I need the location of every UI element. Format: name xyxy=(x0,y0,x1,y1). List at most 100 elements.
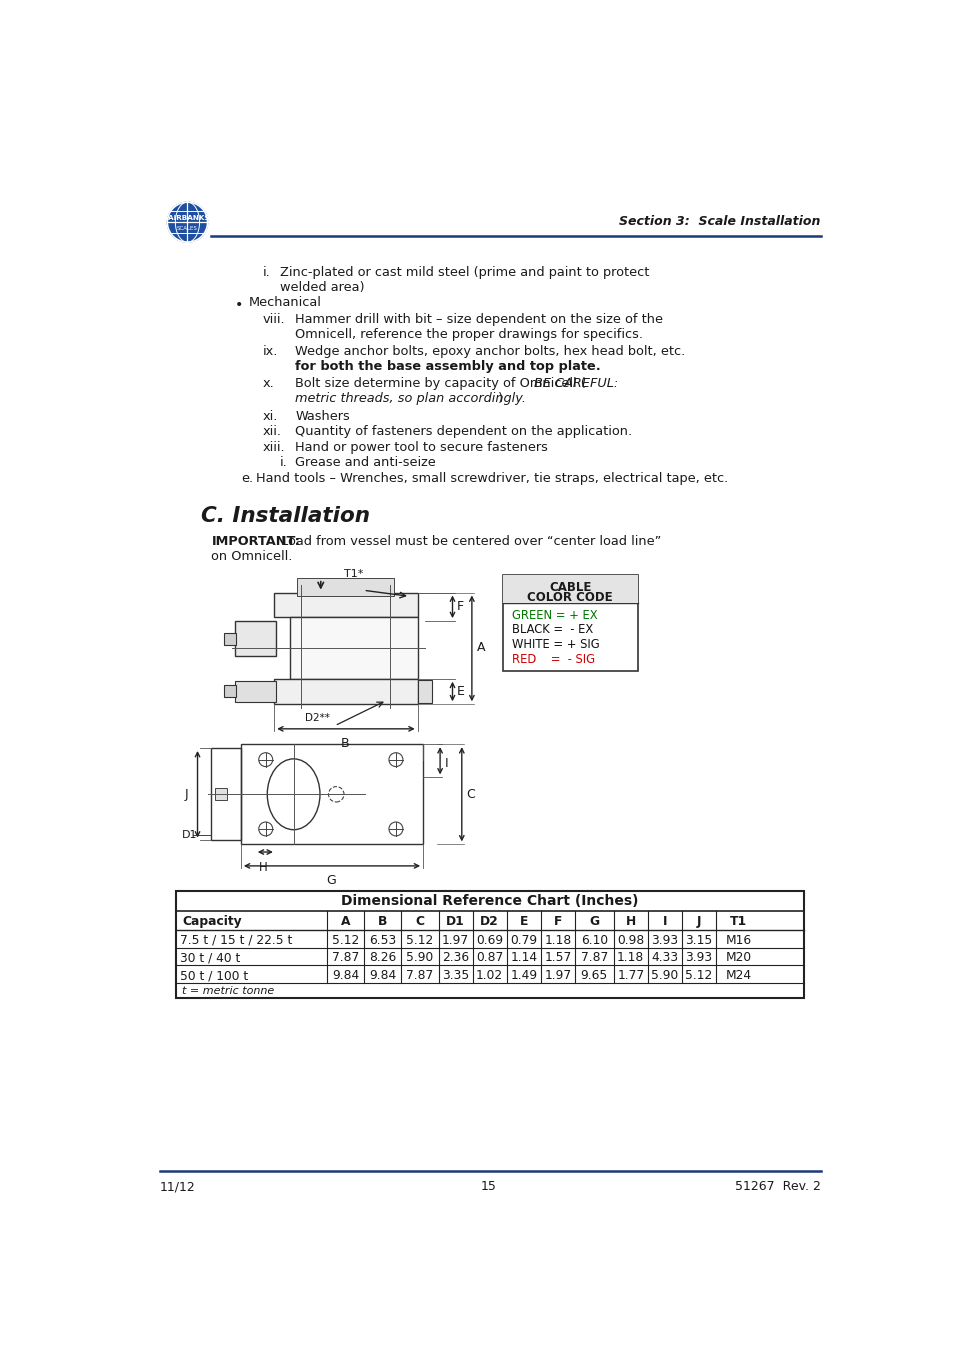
Text: 5.90: 5.90 xyxy=(406,951,433,965)
Text: xiii.: xiii. xyxy=(262,442,285,454)
Text: IMPORTANT:: IMPORTANT: xyxy=(212,535,300,547)
Text: viii.: viii. xyxy=(262,312,285,326)
Text: Section 3:  Scale Installation: Section 3: Scale Installation xyxy=(618,215,820,228)
Text: 7.87: 7.87 xyxy=(332,951,358,965)
Text: Zinc-plated or cast mild steel (prime and paint to protect: Zinc-plated or cast mild steel (prime an… xyxy=(279,266,648,280)
Bar xyxy=(235,681,275,703)
Text: H: H xyxy=(625,915,636,928)
Bar xyxy=(417,681,431,703)
Text: 1.77: 1.77 xyxy=(617,969,643,982)
Text: F: F xyxy=(456,600,464,613)
Text: 1.97: 1.97 xyxy=(441,934,469,947)
Bar xyxy=(274,678,417,704)
Text: i.: i. xyxy=(262,266,270,280)
Text: H: H xyxy=(259,862,268,874)
Text: 4.33: 4.33 xyxy=(651,951,678,965)
Text: A: A xyxy=(340,915,350,928)
Text: 51267  Rev. 2: 51267 Rev. 2 xyxy=(734,1179,820,1193)
Text: 8.26: 8.26 xyxy=(369,951,395,965)
Text: Omnicell, reference the proper drawings for specifics.: Omnicell, reference the proper drawings … xyxy=(294,328,642,340)
Text: D1: D1 xyxy=(182,830,197,840)
Bar xyxy=(224,685,236,697)
Text: C. Installation: C. Installation xyxy=(200,505,369,526)
Text: i.: i. xyxy=(279,457,287,469)
Text: metric threads, so plan accordingly.: metric threads, so plan accordingly. xyxy=(294,392,526,405)
Text: CABLE: CABLE xyxy=(549,581,591,594)
Bar xyxy=(290,617,417,678)
Text: 1.14: 1.14 xyxy=(510,951,537,965)
Text: BLACK =  - EX: BLACK = - EX xyxy=(512,623,593,636)
Bar xyxy=(274,593,417,617)
Text: t = metric tonne: t = metric tonne xyxy=(182,986,274,996)
Text: 3.35: 3.35 xyxy=(441,969,469,982)
Text: A: A xyxy=(476,642,484,654)
Text: E: E xyxy=(456,685,464,697)
Text: 0.79: 0.79 xyxy=(510,934,537,947)
Text: 5.12: 5.12 xyxy=(332,934,358,947)
Text: J: J xyxy=(185,788,188,801)
Bar xyxy=(235,621,275,655)
Text: D2: D2 xyxy=(479,915,498,928)
Text: T1: T1 xyxy=(729,915,746,928)
Text: for both the base assembly and top plate.: for both the base assembly and top plate… xyxy=(294,359,600,373)
Text: COLOR CODE: COLOR CODE xyxy=(527,590,613,604)
Text: T1*: T1* xyxy=(344,570,363,580)
Text: Grease and anti-seize: Grease and anti-seize xyxy=(294,457,436,469)
Text: •: • xyxy=(234,297,243,312)
Text: welded area): welded area) xyxy=(279,281,364,295)
Text: Mechanical: Mechanical xyxy=(249,296,321,309)
Text: FAIRBANKS: FAIRBANKS xyxy=(165,215,210,222)
Text: 3.15: 3.15 xyxy=(684,934,712,947)
Text: E: E xyxy=(519,915,527,928)
Bar xyxy=(175,890,802,998)
Text: Washers: Washers xyxy=(294,409,350,423)
Text: 1.57: 1.57 xyxy=(544,951,571,965)
Text: 9.84: 9.84 xyxy=(369,969,395,982)
Bar xyxy=(502,574,638,671)
Circle shape xyxy=(167,203,208,242)
Text: 7.87: 7.87 xyxy=(406,969,433,982)
Text: 9.84: 9.84 xyxy=(332,969,358,982)
Text: 5.12: 5.12 xyxy=(684,969,712,982)
Text: BE CAREFUL:: BE CAREFUL: xyxy=(534,377,618,390)
Text: Load from vessel must be centered over “center load line”: Load from vessel must be centered over “… xyxy=(277,535,661,547)
Text: SCALES: SCALES xyxy=(177,226,197,231)
Text: GREEN = + EX: GREEN = + EX xyxy=(512,609,598,621)
Text: 9.65: 9.65 xyxy=(580,969,607,982)
Text: 1.02: 1.02 xyxy=(476,969,503,982)
Text: D2**: D2** xyxy=(305,713,330,723)
Text: I: I xyxy=(662,915,666,928)
Text: 0.98: 0.98 xyxy=(617,934,643,947)
Bar xyxy=(215,788,227,800)
Text: 3.93: 3.93 xyxy=(651,934,678,947)
Text: J: J xyxy=(696,915,700,928)
Bar xyxy=(297,578,394,596)
Text: C: C xyxy=(415,915,424,928)
Text: x.: x. xyxy=(262,377,274,390)
Text: Dimensional Reference Chart (Inches): Dimensional Reference Chart (Inches) xyxy=(340,893,638,908)
Text: 5.90: 5.90 xyxy=(651,969,678,982)
Text: Capacity: Capacity xyxy=(182,915,241,928)
Text: xii.: xii. xyxy=(262,426,281,439)
Text: G: G xyxy=(589,915,598,928)
Text: 5.12: 5.12 xyxy=(406,934,433,947)
Text: 1.97: 1.97 xyxy=(544,969,571,982)
Text: ): ) xyxy=(497,392,503,405)
Text: 3.93: 3.93 xyxy=(684,951,712,965)
Text: D1: D1 xyxy=(446,915,464,928)
Text: 11/12: 11/12 xyxy=(159,1179,195,1193)
Text: WHITE = + SIG: WHITE = + SIG xyxy=(512,638,599,651)
Text: M20: M20 xyxy=(724,951,751,965)
Bar xyxy=(502,574,638,603)
Text: Bolt size determine by capacity of Omnicell (: Bolt size determine by capacity of Omnic… xyxy=(294,377,585,390)
Text: C: C xyxy=(466,788,475,801)
Text: 7.5 t / 15 t / 22.5 t: 7.5 t / 15 t / 22.5 t xyxy=(180,934,293,947)
Text: RED    =  - SIG: RED = - SIG xyxy=(512,653,595,666)
Text: M24: M24 xyxy=(724,969,751,982)
Text: 1.49: 1.49 xyxy=(510,969,537,982)
Bar xyxy=(224,632,236,644)
Bar xyxy=(241,744,422,844)
Text: 15: 15 xyxy=(480,1179,497,1193)
Text: 1.18: 1.18 xyxy=(544,934,571,947)
Text: 6.53: 6.53 xyxy=(369,934,395,947)
